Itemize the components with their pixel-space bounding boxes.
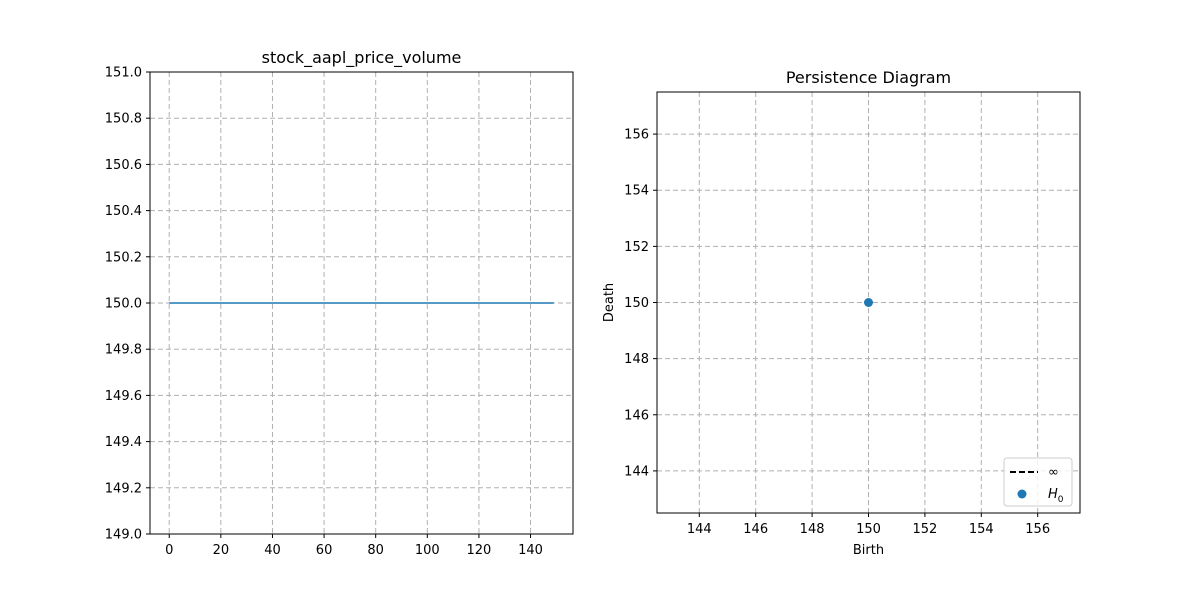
x-tick-label: 154 [969,522,994,537]
x-tick-label: 60 [316,543,333,558]
y-axis-label: Death [602,283,617,322]
y-tick-label: 154 [624,184,649,199]
y-tick-label: 150.2 [105,250,142,265]
scatter-series [864,298,873,307]
x-axis-ticks: 0 20 40 60 80 100 120 140 [165,534,543,558]
x-tick-label: 120 [467,543,492,558]
x-tick-label: 152 [912,522,937,537]
y-axis-ticks: 144 146 148 150 152 154 156 [624,128,657,479]
x-axis-ticks: 144 146 148 150 152 154 156 [687,513,1050,537]
x-tick-label: 0 [165,543,173,558]
y-tick-label: 150.0 [105,297,142,312]
y-tick-label: 148 [624,352,649,367]
y-tick-label: 149.4 [105,435,142,450]
y-tick-label: 149.0 [105,528,142,543]
x-tick-label: 150 [856,522,881,537]
legend-label-h0-subscript: 0 [1058,495,1064,505]
legend-label-h0: H0 [1048,487,1064,505]
y-axis-ticks: 149.0 149.2 149.4 149.6 149.8 150.0 150.2 150.4… [105,66,150,543]
legend-label-infinity: ∞ [1048,465,1059,480]
y-tick-label: 146 [624,408,649,423]
x-tick-label: 156 [1025,522,1050,537]
data-point [864,298,873,307]
y-tick-label: 150.8 [105,112,142,127]
x-tick-label: 80 [367,543,384,558]
y-tick-label: 149.6 [105,389,142,404]
y-tick-label: 150.6 [105,158,142,173]
x-tick-label: 40 [264,543,281,558]
chart-title: Persistence Diagram [786,68,951,87]
persistence-diagram: 144 146 148 150 152 154 156 144 146 148 150 152 154… [602,68,1081,558]
x-tick-label: 20 [213,543,230,558]
x-tick-label: 140 [518,543,543,558]
legend-circle-icon [1017,489,1027,499]
y-tick-label: 151.0 [105,66,142,81]
x-tick-label: 144 [687,522,712,537]
y-tick-label: 156 [624,128,649,143]
legend-label-h0-main: H [1048,487,1058,502]
y-tick-label: 150 [624,296,649,311]
x-tick-label: 148 [800,522,825,537]
chart-title: stock_aapl_price_volume [262,48,462,68]
legend: ∞ H0 [1003,457,1073,507]
y-tick-label: 149.2 [105,481,142,496]
y-tick-label: 152 [624,240,649,255]
x-axis-label: Birth [853,543,884,558]
line-chart: 0 20 40 60 80 100 120 140 149.0149.2149.4149.61… [105,48,574,558]
y-tick-label: 150.4 [105,204,142,219]
x-tick-label: 100 [415,543,440,558]
y-tick-label: 144 [624,464,649,479]
x-tick-label: 146 [743,522,768,537]
y-tick-label: 149.8 [105,343,142,358]
